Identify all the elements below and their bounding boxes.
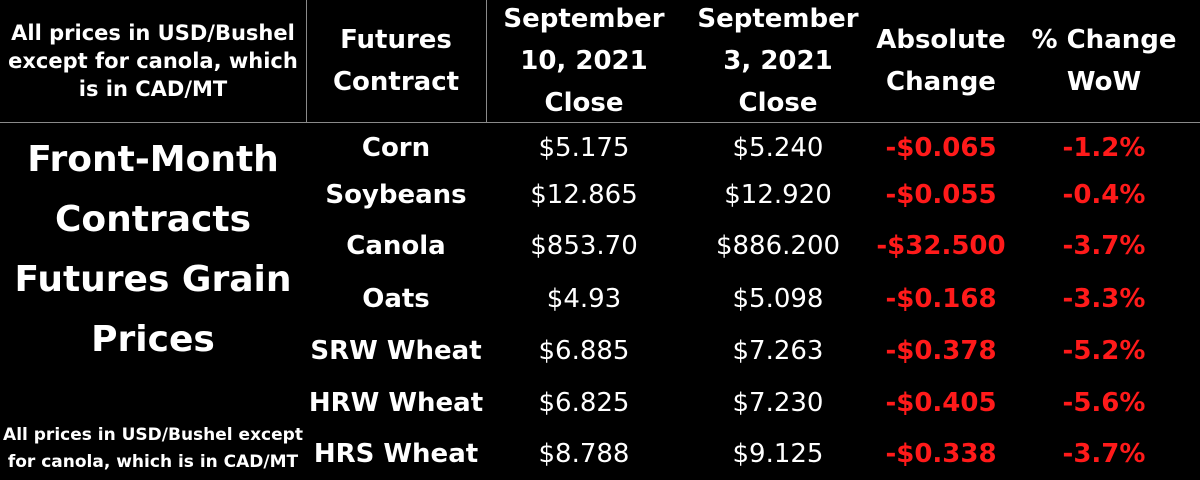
table-row: Corn $5.175 $5.240 -$0.065 -1.2% <box>306 122 1200 174</box>
sep3-close-value: $9.125 <box>732 439 824 469</box>
absolute-change-value: -$32.500 <box>876 231 1006 261</box>
sep3-close-value: $5.098 <box>732 284 824 314</box>
contract-name: SRW Wheat <box>310 336 482 366</box>
pct-change-value: -5.2% <box>1062 336 1146 366</box>
contract-name: Canola <box>346 231 446 261</box>
sep10-close-value: $8.788 <box>538 439 630 469</box>
sep10-close-value: $4.93 <box>546 284 622 314</box>
side-title: Front-Month Contracts Futures Grain Pric… <box>14 139 292 360</box>
header-sep10-close: September 10, 2021 Close <box>503 4 665 118</box>
table-row: SRW Wheat $6.885 $7.263 -$0.378 -5.2% <box>306 325 1200 377</box>
absolute-change-value: -$0.168 <box>885 284 997 314</box>
contract-name: HRW Wheat <box>308 388 484 418</box>
header-sep3-close: September 3, 2021 Close <box>697 4 859 118</box>
pct-change-value: -3.7% <box>1062 439 1146 469</box>
pct-change-value: -5.6% <box>1062 388 1146 418</box>
pct-change-value: -0.4% <box>1062 180 1146 210</box>
absolute-change-value: -$0.055 <box>885 180 997 210</box>
header-units-note: All prices in USD/Bushel except for cano… <box>8 21 298 101</box>
sep10-close-value: $853.70 <box>530 231 638 261</box>
sep3-close-value: $7.263 <box>732 336 824 366</box>
header-futures-contract: Futures Contract <box>332 25 460 97</box>
header-divider <box>486 0 487 122</box>
header-rule <box>0 122 1200 123</box>
contract-name: Soybeans <box>325 180 467 210</box>
table-row: HRW Wheat $6.825 $7.230 -$0.405 -5.6% <box>306 377 1200 429</box>
table-row: HRS Wheat $8.788 $9.125 -$0.338 -3.7% <box>306 428 1200 480</box>
pct-change-value: -3.3% <box>1062 284 1146 314</box>
contract-name: Oats <box>362 284 430 314</box>
absolute-change-value: -$0.065 <box>885 133 997 163</box>
sep3-close-value: $7.230 <box>732 388 824 418</box>
side-units-note: All prices in USD/Bushel except for cano… <box>3 425 303 472</box>
sep3-close-value: $886.200 <box>715 231 841 261</box>
absolute-change-value: -$0.338 <box>885 439 997 469</box>
sep10-close-value: $6.885 <box>538 336 630 366</box>
contract-name: Corn <box>361 133 431 163</box>
pct-change-value: -3.7% <box>1062 231 1146 261</box>
table-row: Soybeans $12.865 $12.920 -$0.055 -0.4% <box>306 169 1200 221</box>
absolute-change-value: -$0.378 <box>885 336 997 366</box>
table-row: Canola $853.70 $886.200 -$32.500 -3.7% <box>306 220 1200 272</box>
header-pct-change: % Change WoW <box>1031 25 1177 97</box>
table-row: Oats $4.93 $5.098 -$0.168 -3.3% <box>306 273 1200 325</box>
sep10-close-value: $12.865 <box>530 180 638 210</box>
sep3-close-value: $5.240 <box>732 133 824 163</box>
header-divider <box>306 0 307 122</box>
sep3-close-value: $12.920 <box>724 180 832 210</box>
contract-name: HRS Wheat <box>313 439 479 469</box>
header-absolute-change: Absolute Change <box>876 25 1006 97</box>
sep10-close-value: $6.825 <box>538 388 630 418</box>
absolute-change-value: -$0.405 <box>885 388 997 418</box>
pct-change-value: -1.2% <box>1062 133 1146 163</box>
sep10-close-value: $5.175 <box>538 133 630 163</box>
